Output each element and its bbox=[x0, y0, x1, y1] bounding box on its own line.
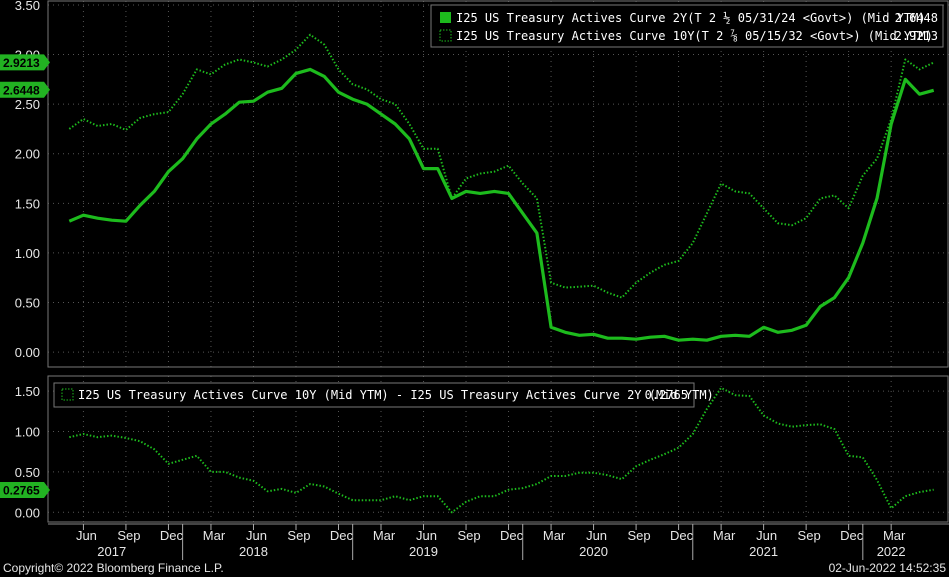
y-tick-label: 1.50 bbox=[15, 384, 40, 399]
y-tick-label: 0.50 bbox=[15, 465, 40, 480]
x-tick-label-year: 2022 bbox=[877, 544, 906, 559]
last-value-tag: 0.2765 bbox=[0, 481, 50, 498]
x-tick-label-year: 2021 bbox=[749, 544, 778, 559]
timestamp-text: 02-Jun-2022 14:52:35 bbox=[829, 561, 947, 575]
x-tick-label-month: Sep bbox=[628, 528, 651, 543]
y-tick-label: 0.00 bbox=[15, 345, 40, 360]
y-tick-label: 0.00 bbox=[15, 505, 40, 520]
legend-bottom[interactable]: I25 US Treasury Actives Curve 10Y (Mid Y… bbox=[53, 382, 714, 408]
legend-value-spread: 0.2765 bbox=[645, 388, 688, 402]
x-tick-label-month: Jun bbox=[416, 528, 437, 543]
legend-swatch-spread bbox=[61, 388, 74, 401]
x-tick-label-month: Jun bbox=[756, 528, 777, 543]
x-tick-label-month: Mar bbox=[883, 528, 906, 543]
y-tick-label: 2.00 bbox=[15, 147, 40, 162]
x-tick-label-month: Jun bbox=[246, 528, 267, 543]
y-tick-label: 1.50 bbox=[15, 196, 40, 211]
series-line-top-0 bbox=[68, 67, 935, 342]
x-tick-label-month: Sep bbox=[457, 528, 480, 543]
x-tick-label-month: Dec bbox=[500, 528, 524, 543]
last-value-tags: 2.9213 2.6448 0.2765 bbox=[0, 54, 50, 498]
x-tick-label-year: 2018 bbox=[239, 544, 268, 559]
last-value-tag-text: 2.9213 bbox=[3, 56, 40, 70]
x-tick-label-month: Sep bbox=[798, 528, 821, 543]
panel-border-top bbox=[47, 0, 949, 368]
x-tick-label-year: 2017 bbox=[97, 544, 126, 559]
panel-borders bbox=[47, 0, 949, 523]
y-tick-label: 1.00 bbox=[15, 425, 40, 440]
last-value-tag: 2.6448 bbox=[0, 81, 50, 98]
x-tick-label-month: Mar bbox=[373, 528, 396, 543]
legend-swatch-10y bbox=[439, 29, 452, 42]
y-tick-label: 1.00 bbox=[15, 246, 40, 261]
y-tick-label: 0.50 bbox=[15, 296, 40, 311]
legend-value-2y: 2.6448 bbox=[895, 11, 938, 25]
x-tick-label-month: Jun bbox=[586, 528, 607, 543]
legend-top[interactable]: I25 US Treasury Actives Curve 2Y(T 2 ½ 0… bbox=[430, 4, 944, 48]
legend-label-10y: I25 US Treasury Actives Curve 10Y(T 2 ⅞ … bbox=[456, 29, 933, 43]
last-value-tag-text: 2.6448 bbox=[3, 83, 40, 97]
x-tick-label-month: Mar bbox=[203, 528, 226, 543]
grid-layer bbox=[48, 1, 949, 522]
panel-border-bottom bbox=[47, 375, 949, 523]
legend-value-10y: 2.9213 bbox=[895, 29, 938, 43]
x-tick-label-month: Mar bbox=[713, 528, 736, 543]
x-tick-label-month: Dec bbox=[330, 528, 354, 543]
x-tick-label-month: Sep bbox=[117, 528, 140, 543]
x-tick-label-month: Sep bbox=[287, 528, 310, 543]
x-tick-label-month: Mar bbox=[543, 528, 566, 543]
axis-layer: 3.503.002.502.001.501.000.500.001.501.00… bbox=[15, 0, 949, 560]
y-tick-label: 2.50 bbox=[15, 97, 40, 112]
legend-swatch-2y bbox=[440, 12, 451, 23]
x-tick-label-month: Dec bbox=[160, 528, 184, 543]
copyright-text: Copyright© 2022 Bloomberg Finance L.P. bbox=[3, 561, 224, 575]
series-line-top-1 bbox=[68, 33, 935, 299]
y-tick-label: 3.50 bbox=[15, 0, 40, 13]
last-value-tag: 2.9213 bbox=[0, 54, 50, 71]
legend-label-2y: I25 US Treasury Actives Curve 2Y(T 2 ½ 0… bbox=[456, 11, 926, 25]
series-layer bbox=[68, 33, 935, 514]
x-tick-label-year: 2019 bbox=[409, 544, 438, 559]
series-line-bottom-0 bbox=[69, 386, 934, 514]
x-tick-label-month: Dec bbox=[840, 528, 864, 543]
legend-label-spread: I25 US Treasury Actives Curve 10Y (Mid Y… bbox=[78, 388, 714, 402]
last-value-tag-text: 0.2765 bbox=[3, 483, 40, 497]
x-tick-label-year: 2020 bbox=[579, 544, 608, 559]
x-tick-label-month: Dec bbox=[670, 528, 694, 543]
x-tick-label-month: Jun bbox=[76, 528, 97, 543]
